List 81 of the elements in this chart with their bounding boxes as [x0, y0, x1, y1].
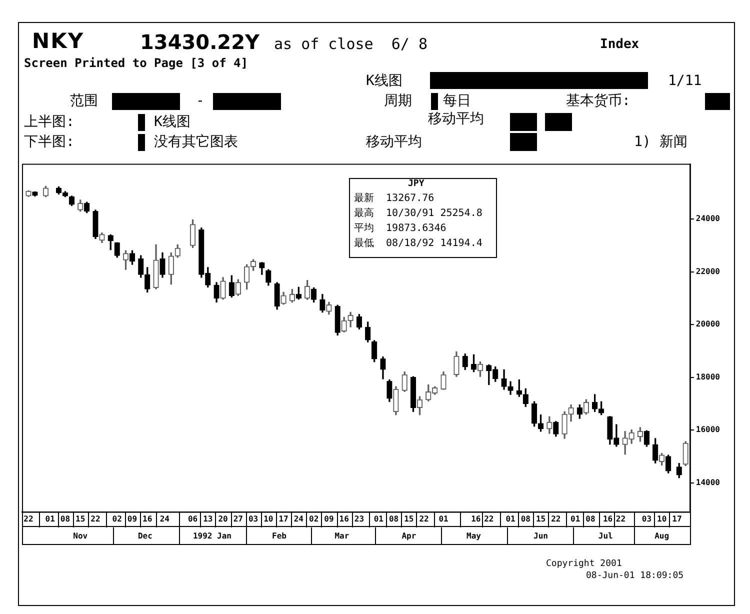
x2-tick-label: Apr [402, 531, 416, 540]
chart-subtitle: Screen Printed to Page [3 of 4] [24, 56, 248, 70]
x-tick-label: 10 [657, 514, 667, 524]
x2-tick-label: Nov [73, 531, 88, 540]
y-tick-label: 14000 [696, 478, 720, 487]
x2-tick-label: 1992 Jan [192, 531, 232, 540]
text: Copyright 2001 [546, 559, 622, 570]
x-tick-label: 22 [484, 514, 494, 524]
x-tick-label: 01 [570, 514, 580, 524]
text: K线图 [366, 73, 402, 90]
x-tick-label: 16 [339, 514, 350, 524]
y-tick-label: 18000 [696, 372, 720, 382]
chart-title: NKY [32, 29, 84, 54]
x-tick-label: 27 [233, 514, 244, 524]
x-tick-label: 24 [160, 514, 170, 524]
x-tick-label: 22 [90, 514, 100, 524]
y-tick-label: 16000 [696, 425, 720, 434]
text: 1/11 [668, 73, 702, 90]
x-tick-label: 06 [188, 514, 198, 524]
x-tick-label: 22 [551, 514, 561, 524]
text: 1) 新闻 [634, 134, 688, 150]
x2-tick-label: May [466, 531, 482, 540]
x-tick-label: 17 [672, 514, 682, 524]
text: Index [600, 37, 640, 52]
x-tick-label: 15 [404, 514, 414, 524]
y-tick-label: 24000 [696, 214, 720, 224]
text: 周期 [384, 93, 412, 110]
x2-tick-label: Dec [138, 531, 153, 540]
text: 13430.22Y [140, 30, 260, 54]
text: 08-Jun-01 18:09:05 [586, 571, 684, 582]
text: 范围 [70, 93, 98, 110]
x-tick-label: 15 [76, 514, 86, 524]
x-tick-label: 08 [586, 514, 596, 524]
x-tick-label: 01 [506, 514, 516, 524]
x-tick-label: 16 [142, 514, 152, 524]
annotation: 最低 08/18/92 14194.4 [354, 238, 482, 249]
x-tick-label: 08 [60, 514, 70, 524]
x-tick-label: 03 [248, 514, 258, 524]
x-tick-label: 08 [520, 514, 531, 524]
x2-tick-label: Mar [334, 531, 350, 540]
text: 下半图: [24, 134, 74, 150]
x-tick-label: 13 [203, 514, 213, 524]
annotation: 平均 19873.6346 [354, 223, 446, 234]
text: 没有其它图表 [154, 134, 238, 150]
y-tick-label: 22000 [696, 266, 720, 276]
x-tick-label: 02 [308, 514, 319, 524]
x-tick-label: 08 [388, 514, 399, 524]
text: 移动平均 [366, 134, 422, 150]
x-tick-label: 23 [354, 514, 364, 524]
x-tick-label: 22 [24, 514, 34, 524]
x-tick-label: 01 [374, 514, 384, 524]
x-tick-label: 17 [278, 514, 289, 524]
y-tick-label: 20000 [696, 320, 720, 329]
x-tick-label: 09 [127, 514, 138, 524]
x2-tick-label: Aug [654, 531, 670, 540]
x-tick-label: 16 [471, 514, 481, 524]
x-tick-label: 10 [264, 514, 274, 524]
x-tick-label: 24 [294, 514, 304, 524]
x-tick-label: 22 [616, 514, 626, 524]
x-tick-label: 15 [536, 514, 546, 524]
text: 基本货币: [566, 93, 630, 110]
x-tick-label: 02 [112, 514, 122, 524]
x-tick-label: 20 [218, 514, 228, 524]
x-tick-label: 01 [45, 514, 56, 524]
x2-tick-label: Jun [534, 531, 548, 540]
text: as of close 6/ 8 [274, 35, 428, 53]
x-tick-label: 16 [602, 514, 613, 524]
annotation: 最高 10/30/91 25254.8 [354, 208, 482, 219]
x2-tick-label: Jul [598, 531, 614, 540]
x-tick-label: 09 [324, 514, 334, 524]
text: 每日 [443, 93, 471, 110]
x-tick-label: 01 [438, 514, 448, 524]
text: 移动平均 [428, 111, 484, 128]
text: K线图 [154, 114, 190, 130]
text: - [196, 93, 204, 110]
annotation: 最新 13267.76 [354, 193, 434, 204]
x-tick-label: 03 [642, 514, 652, 524]
x-tick-label: 22 [419, 514, 430, 524]
x2-tick-label: Feb [272, 531, 287, 540]
text: 上半图: [24, 114, 74, 130]
annotation: JPY [408, 179, 424, 190]
